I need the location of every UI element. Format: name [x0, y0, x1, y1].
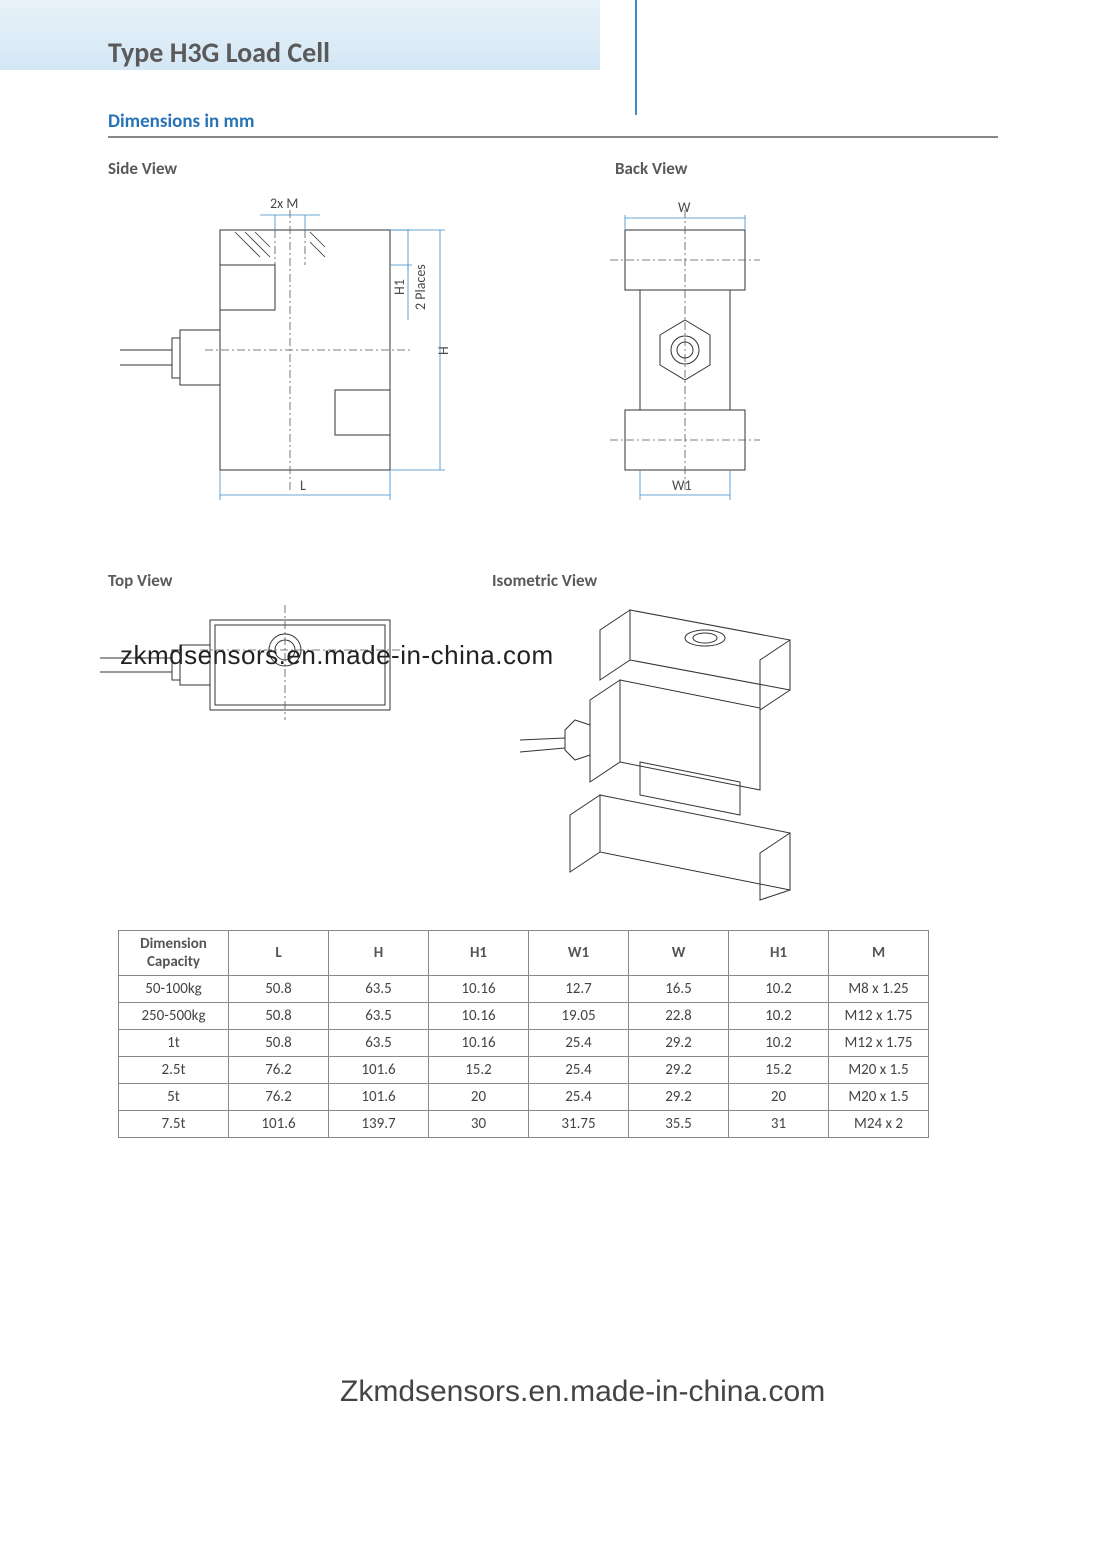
table-cell-capacity: 50-100kg: [119, 976, 229, 1003]
table-cell: 10.2: [729, 1030, 829, 1057]
table-cell: 20: [729, 1084, 829, 1111]
table-cell-capacity: 2.5t: [119, 1057, 229, 1084]
dimensions-table: Dimension Capacity L H H1 W1 W H1 M 50-1…: [118, 930, 929, 1138]
table-header-L: L: [229, 931, 329, 976]
table-cell: 10.2: [729, 976, 829, 1003]
table-cell: M24 x 2: [829, 1111, 929, 1138]
isometric-view-diagram: [480, 590, 860, 910]
table-row: 1t50.863.510.1625.429.210.2M12 x 1.75: [119, 1030, 929, 1057]
watermark-mid: zkmdsensors.en.made-in-china.com: [120, 640, 554, 671]
table-cell: 20: [429, 1084, 529, 1111]
table-row: 2.5t76.2101.615.225.429.215.2M20 x 1.5: [119, 1057, 929, 1084]
table-cell-capacity: 1t: [119, 1030, 229, 1057]
table-cell: 29.2: [629, 1057, 729, 1084]
table-cell: 22.8: [629, 1003, 729, 1030]
table-cell: 101.6: [329, 1057, 429, 1084]
table-header-M: M: [829, 931, 929, 976]
table-cell: 10.16: [429, 976, 529, 1003]
section-title: Dimensions in mm: [108, 110, 254, 133]
header-vertical-rule: [635, 0, 637, 115]
table-cell: 10.2: [729, 1003, 829, 1030]
table-header-W1: W1: [529, 931, 629, 976]
table-cell: 63.5: [329, 1030, 429, 1057]
table-header-H1: H1: [429, 931, 529, 976]
table-cell: 76.2: [229, 1084, 329, 1111]
table-cell: 29.2: [629, 1084, 729, 1111]
table-cell: 25.4: [529, 1057, 629, 1084]
table-header-H: H: [329, 931, 429, 976]
dim-h1-text: H1: [391, 279, 408, 295]
table-cell: 10.16: [429, 1030, 529, 1057]
table-cell-capacity: 250-500kg: [119, 1003, 229, 1030]
table-cell: 15.2: [729, 1057, 829, 1084]
table-row: 250-500kg50.863.510.1619.0522.810.2M12 x…: [119, 1003, 929, 1030]
back-view-label: Back View: [615, 158, 687, 179]
dim-l-text: L: [300, 477, 306, 494]
dim-2xm-text: 2x M: [270, 195, 298, 212]
table-cell-capacity: 5t: [119, 1084, 229, 1111]
table-header-row: Dimension Capacity L H H1 W1 W H1 M: [119, 931, 929, 976]
table-cell: 101.6: [229, 1111, 329, 1138]
table-cell: 76.2: [229, 1057, 329, 1084]
watermark-bottom: Zkmdsensors.en.made-in-china.com: [340, 1375, 825, 1409]
table-row: 7.5t101.6139.73031.7535.531M24 x 2: [119, 1111, 929, 1138]
table-row: 50-100kg50.863.510.1612.716.510.2M8 x 1.…: [119, 976, 929, 1003]
side-view-label: Side View: [108, 158, 177, 179]
table-cell: 15.2: [429, 1057, 529, 1084]
table-cell: 63.5: [329, 1003, 429, 1030]
table-cell: 12.7: [529, 976, 629, 1003]
table-cell: M20 x 1.5: [829, 1084, 929, 1111]
table-cell: 25.4: [529, 1030, 629, 1057]
table-cell: 30: [429, 1111, 529, 1138]
table-header-W: W: [629, 931, 729, 976]
table-cell: 50.8: [229, 976, 329, 1003]
top-view-label: Top View: [108, 570, 172, 591]
table-header-capacity: Dimension Capacity: [119, 931, 229, 976]
table-cell: 10.16: [429, 1003, 529, 1030]
dim-2places-text: 2 Places: [412, 264, 429, 310]
table-cell: 31.75: [529, 1111, 629, 1138]
page-title: Type H3G Load Cell: [108, 35, 330, 70]
table-cell: 50.8: [229, 1030, 329, 1057]
table-cell: 101.6: [329, 1084, 429, 1111]
table-cell: 139.7: [329, 1111, 429, 1138]
table-cell: 25.4: [529, 1084, 629, 1111]
table-cell: M12 x 1.75: [829, 1030, 929, 1057]
table-cell: M8 x 1.25: [829, 976, 929, 1003]
side-view-diagram: 2x M H H1 2 Places L: [120, 190, 480, 520]
table-cell: 29.2: [629, 1030, 729, 1057]
dim-w-text: W: [678, 199, 691, 216]
table-cell: M12 x 1.75: [829, 1003, 929, 1030]
table-cell: 16.5: [629, 976, 729, 1003]
table-cell-capacity: 7.5t: [119, 1111, 229, 1138]
table-cell: 63.5: [329, 976, 429, 1003]
dim-w1-text: W1: [672, 477, 692, 494]
dim-h-text: H: [435, 346, 452, 355]
back-view-diagram: W W1: [590, 190, 810, 520]
iso-view-label: Isometric View: [492, 570, 597, 591]
table-row: 5t76.2101.62025.429.220M20 x 1.5: [119, 1084, 929, 1111]
table-cell: 31: [729, 1111, 829, 1138]
table-cell: 35.5: [629, 1111, 729, 1138]
table-header-H1b: H1: [729, 931, 829, 976]
section-rule: [108, 136, 998, 138]
table-cell: M20 x 1.5: [829, 1057, 929, 1084]
table-cell: 50.8: [229, 1003, 329, 1030]
table-cell: 19.05: [529, 1003, 629, 1030]
